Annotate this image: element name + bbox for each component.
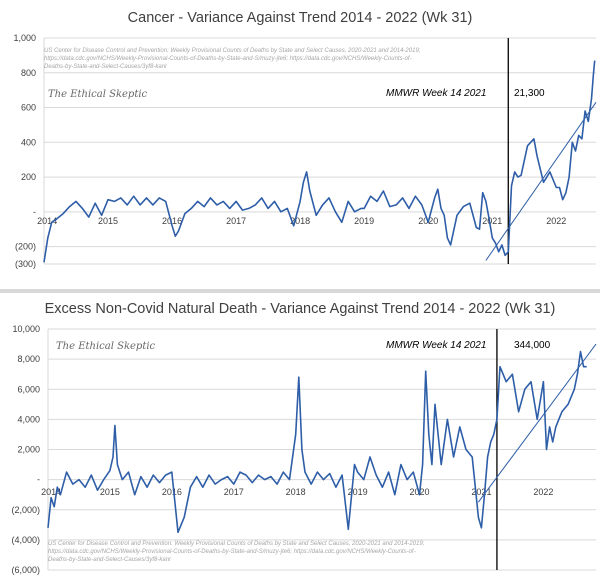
x-tick-label: 2018 [290, 216, 310, 226]
x-tick-label: 2016 [162, 487, 182, 497]
marker-value-label: 344,000 [514, 340, 551, 351]
marker-label: MMWR Week 14 2021 [386, 88, 486, 99]
marker-label: MMWR Week 14 2021 [386, 340, 486, 351]
source-note: US Center for Disease Control and Preven… [44, 48, 422, 70]
x-tick-label: 2016 [162, 216, 182, 226]
y-tick-label: 10,000 [12, 324, 40, 334]
y-tick-label: - [37, 475, 40, 485]
source-note-line-1: US Center for Disease Control and Preven… [48, 541, 425, 547]
panel-separator [0, 289, 600, 293]
x-tick-label: 2014 [37, 216, 57, 226]
brand-watermark: The Ethical Skeptic [48, 89, 148, 100]
y-tick-label: (200) [15, 242, 36, 252]
y-tick-label: 800 [21, 68, 36, 78]
y-tick-label: 8,000 [17, 354, 40, 364]
y-tick-label: 4,000 [17, 414, 40, 424]
x-tick-label: 2022 [533, 487, 553, 497]
y-tick-label: (2,000) [11, 505, 40, 515]
x-tick-label: 2021 [482, 216, 502, 226]
y-tick-label: - [33, 207, 36, 217]
y-tick-label: 200 [21, 172, 36, 182]
chart-title: Excess Non-Covid Natural Death - Varianc… [45, 301, 556, 317]
cancer-chart-panel: Cancer - Variance Against Trend 2014 - 2… [0, 0, 600, 289]
source-note: US Center for Disease Control and Preven… [48, 541, 426, 563]
x-tick-label: 2018 [286, 487, 306, 497]
cancer-chart: Cancer - Variance Against Trend 2014 - 2… [13, 10, 597, 269]
x-tick-label: 2017 [226, 216, 246, 226]
x-tick-label: 2017 [224, 487, 244, 497]
x-tick-label: 2021 [471, 487, 491, 497]
source-note-line-3: Deaths-by-State-and-Select-Causes/3yf8-k… [44, 64, 168, 70]
x-tick-label: 2019 [348, 487, 368, 497]
data-series-line [47, 350, 587, 534]
source-note-line-2: https://data.cdc.gov/NCHS/Weekly-Provisi… [44, 56, 412, 62]
x-tick-label: 2014 [41, 487, 61, 497]
y-tick-label: 400 [21, 137, 36, 147]
x-tick-label: 2019 [354, 216, 374, 226]
source-note-line-3: Deaths-by-State-and-Select-Causes/3yf8-k… [48, 557, 172, 563]
excess-death-chart-panel: Excess Non-Covid Natural Death - Varianc… [0, 293, 600, 582]
source-note-line-1: US Center for Disease Control and Preven… [44, 48, 421, 54]
source-note-line-2: https://data.cdc.gov/NCHS/Weekly-Provisi… [48, 549, 416, 555]
x-tick-label: 2022 [546, 216, 566, 226]
data-series-line [43, 60, 596, 263]
excess-death-chart: Excess Non-Covid Natural Death - Varianc… [11, 301, 597, 575]
y-tick-label: (4,000) [11, 535, 40, 545]
brand-watermark: The Ethical Skeptic [56, 341, 156, 352]
x-tick-label: 2015 [100, 487, 120, 497]
y-tick-label: 6,000 [17, 384, 40, 394]
y-tick-label: 2,000 [17, 445, 40, 455]
trend-line [477, 343, 597, 503]
y-tick-label: (300) [15, 259, 36, 269]
trend-line [485, 102, 597, 261]
x-tick-label: 2015 [98, 216, 118, 226]
chart-title: Cancer - Variance Against Trend 2014 - 2… [128, 10, 473, 26]
y-tick-label: 1,000 [13, 33, 36, 43]
marker-value-label: 21,300 [514, 88, 545, 99]
y-tick-label: 600 [21, 103, 36, 113]
y-tick-label: (6,000) [11, 565, 40, 575]
